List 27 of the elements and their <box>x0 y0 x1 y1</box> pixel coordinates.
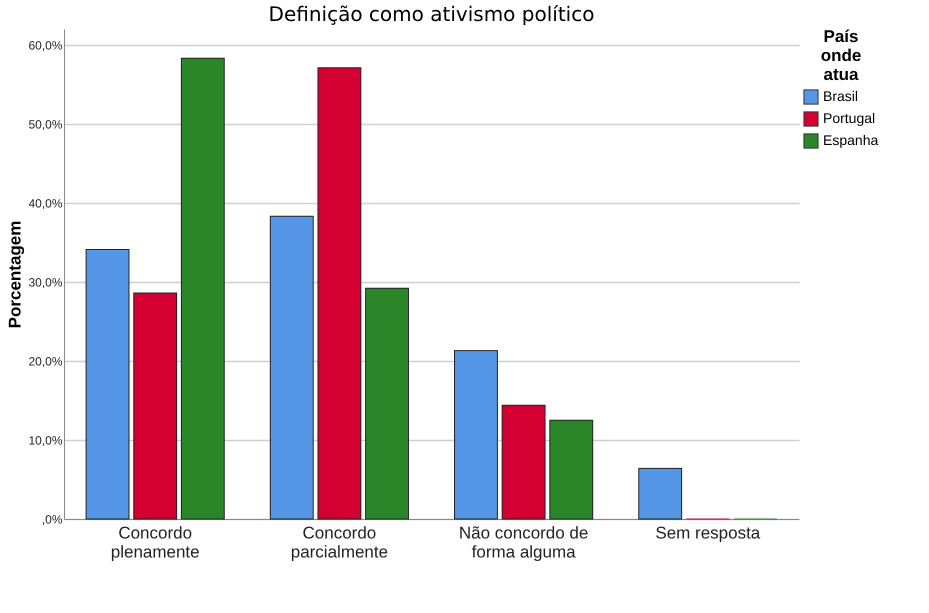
bar <box>454 350 498 520</box>
bar <box>180 58 225 520</box>
legend-label: Portugal <box>823 110 876 126</box>
bar <box>365 288 409 520</box>
y-tick-label: 60,0% <box>28 38 63 52</box>
y-tick-label: ,0% <box>42 512 63 526</box>
y-tick-label: 40,0% <box>28 196 63 210</box>
x-tick-label: Concordo plenamente <box>110 524 200 562</box>
chart-title: Definição como ativismo político <box>268 2 594 26</box>
x-tick-label: Sem resposta <box>655 524 761 542</box>
bar <box>86 249 130 520</box>
legend-label: Brasil <box>823 88 858 104</box>
y-tick-label: 20,0% <box>28 354 63 368</box>
bar <box>638 468 682 520</box>
legend-title: País onde atua <box>820 27 862 84</box>
y-tick-label: 10,0% <box>28 433 63 448</box>
bar <box>270 216 314 520</box>
legend-label: Espanha <box>823 132 878 148</box>
bar <box>133 292 178 520</box>
y-tick-label: 50,0% <box>28 117 63 132</box>
x-tick-label: Concordo parcialmente <box>290 524 388 562</box>
bar <box>502 404 546 520</box>
x-tick-label: Não concordo de forma alguma <box>458 524 588 562</box>
y-axis-title: Porcentagem <box>5 220 24 328</box>
bar <box>317 67 362 520</box>
y-tick-label: 30,0% <box>28 275 63 290</box>
bar <box>549 420 594 520</box>
